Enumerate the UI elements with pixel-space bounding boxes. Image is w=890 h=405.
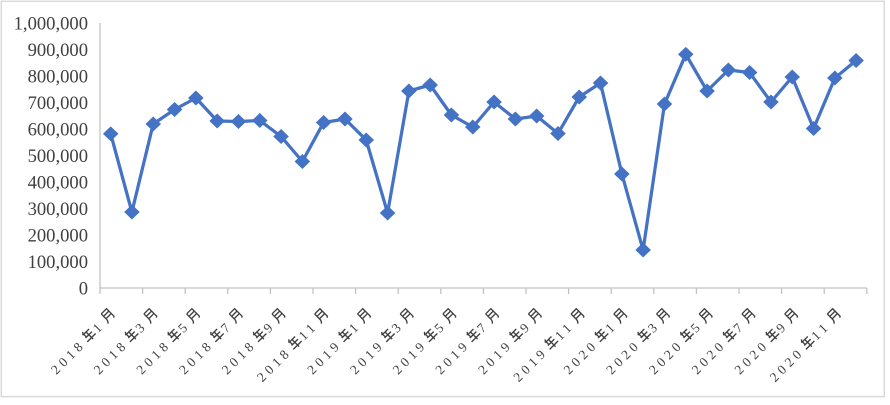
svg-text:200,000: 200,000 xyxy=(28,225,88,246)
svg-text:600,000: 600,000 xyxy=(28,119,88,140)
svg-text:800,000: 800,000 xyxy=(28,66,88,87)
svg-text:900,000: 900,000 xyxy=(28,40,88,61)
svg-text:0: 0 xyxy=(79,278,88,299)
svg-text:100,000: 100,000 xyxy=(28,252,88,273)
svg-text:300,000: 300,000 xyxy=(28,199,88,220)
svg-text:500,000: 500,000 xyxy=(28,146,88,167)
svg-text:700,000: 700,000 xyxy=(28,93,88,114)
svg-text:1,000,000: 1,000,000 xyxy=(14,13,88,34)
svg-text:400,000: 400,000 xyxy=(28,172,88,193)
